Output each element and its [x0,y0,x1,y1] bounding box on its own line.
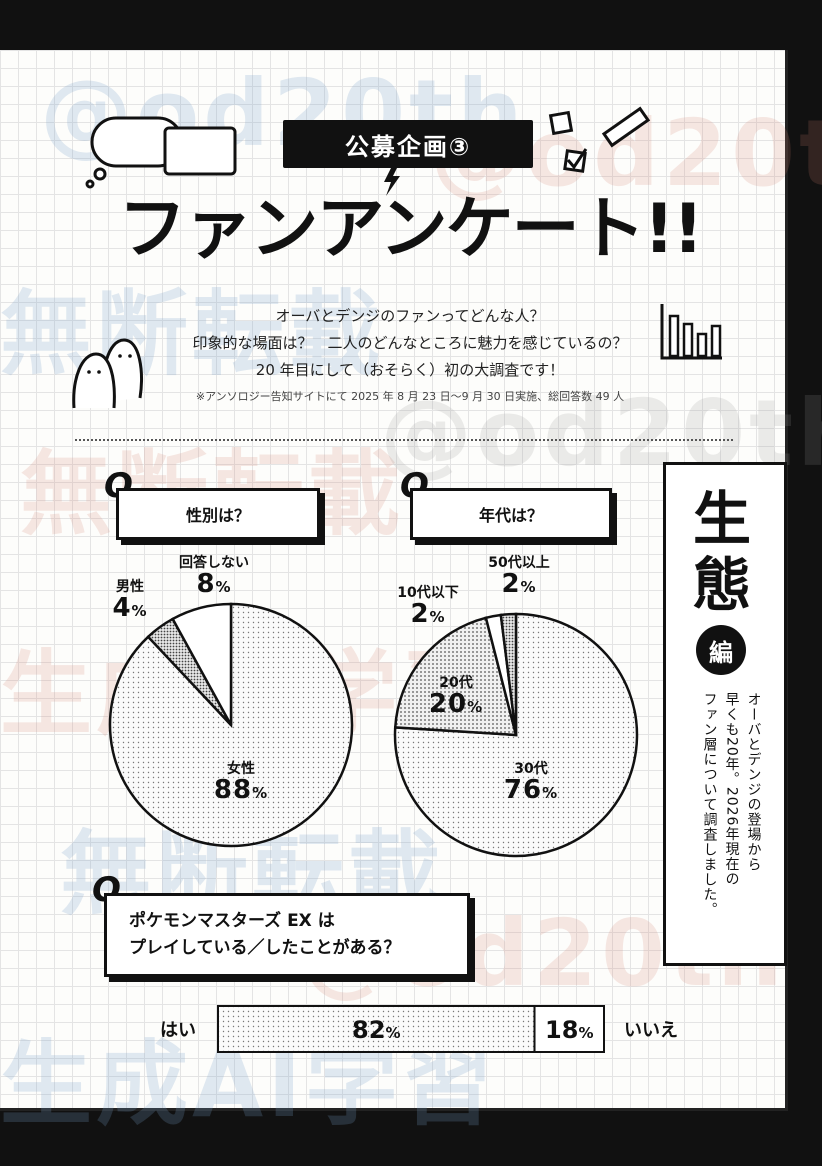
slice-label: 女性 [227,761,255,777]
sidebar-heading: 生 [692,485,751,553]
slice-label: 30代 [514,761,548,777]
pie-slice [499,612,518,736]
gender-pie-chart [108,602,354,848]
category-sidebar [663,462,787,966]
percent-sign: % [385,1024,400,1042]
slice-label: 回答しない [179,555,249,571]
sidebar-circle-label: 編 [696,625,746,675]
bar-category-label: いいえ [624,1020,678,1041]
sidebar-heading: 態 [692,551,751,619]
intro-line: 20 年目にして（おそらく）初の大調査です！ [255,361,565,379]
pie-slice [393,616,518,737]
question-box: 性別は？ [116,488,320,540]
percent-sign: % [542,783,559,802]
bar-category-label: はい [160,1020,196,1041]
speech-bubbles-icon [85,116,237,189]
play-bar-chart: 82% 18% [217,1005,605,1053]
sidebar-description: ファン層について調査しました。 [701,692,718,917]
slice-label: 男性 [116,579,144,595]
slice-label: 20代 [439,675,473,691]
pie-label: 30代 76% [488,762,574,804]
bar-segment [217,1005,536,1053]
sidebar-description: 早くも20年。2026年現在の [723,692,740,887]
slice-value: 4 [112,592,132,623]
divider [75,439,733,441]
sidebar-description: オーバとデンジの登場から [745,692,762,872]
bottom-border [0,1108,822,1166]
feature-badge: 公募企画③ [283,120,533,168]
pencil-checkbox-icon [548,106,651,173]
age-pie-chart [393,612,639,858]
bar-graph-icon [660,304,722,360]
slice-value: 2 [410,598,430,629]
pie-label: 50代以上 2% [476,556,562,598]
top-border [0,0,822,50]
page-title: ファンアンケート!! [118,190,703,269]
intro-line: オーバとデンジのファンってどんな人？ [275,307,545,325]
pie-slice [171,602,233,726]
people-icon [72,338,143,409]
pie-label: 男性 4% [108,580,152,622]
percent-sign: % [578,1024,593,1042]
pie-label: 回答しない 8% [174,556,254,598]
slice-value: 20 [428,688,468,719]
pie-label: 10代以下 2% [394,586,462,628]
question-box: 年代は？ [410,488,612,540]
survey-note: ※アンソロジー告知サイトにて 2025 年 8 月 23 日〜9 月 30 日実… [195,390,625,403]
right-border [785,50,822,1166]
pie-slice [108,602,354,848]
slice-label: 10代以下 [397,585,459,601]
slice-value: 88 [213,774,253,805]
percent-sign: % [520,577,537,596]
percent-sign: % [429,607,446,626]
slice-label: 50代以上 [488,555,550,571]
percent-sign: % [467,697,484,716]
percent-sign: % [252,783,269,802]
pie-label: 女性 88% [198,762,284,804]
slice-value: 76 [503,774,543,805]
slice-value: 2 [501,568,521,599]
slice-value: 8 [196,568,216,599]
question-box: ポケモンマスターズ EX は プレイしている／したことがある？ [104,893,470,977]
percent-sign: % [131,601,148,620]
intro-line: 印象的な場面は？ 二人のどんなところに魅力を感じているの？ [192,334,628,352]
pie-label: 20代 20% [418,676,494,718]
percent-sign: % [215,577,232,596]
bar-segment [533,1005,605,1053]
lightning-icon [384,166,400,196]
